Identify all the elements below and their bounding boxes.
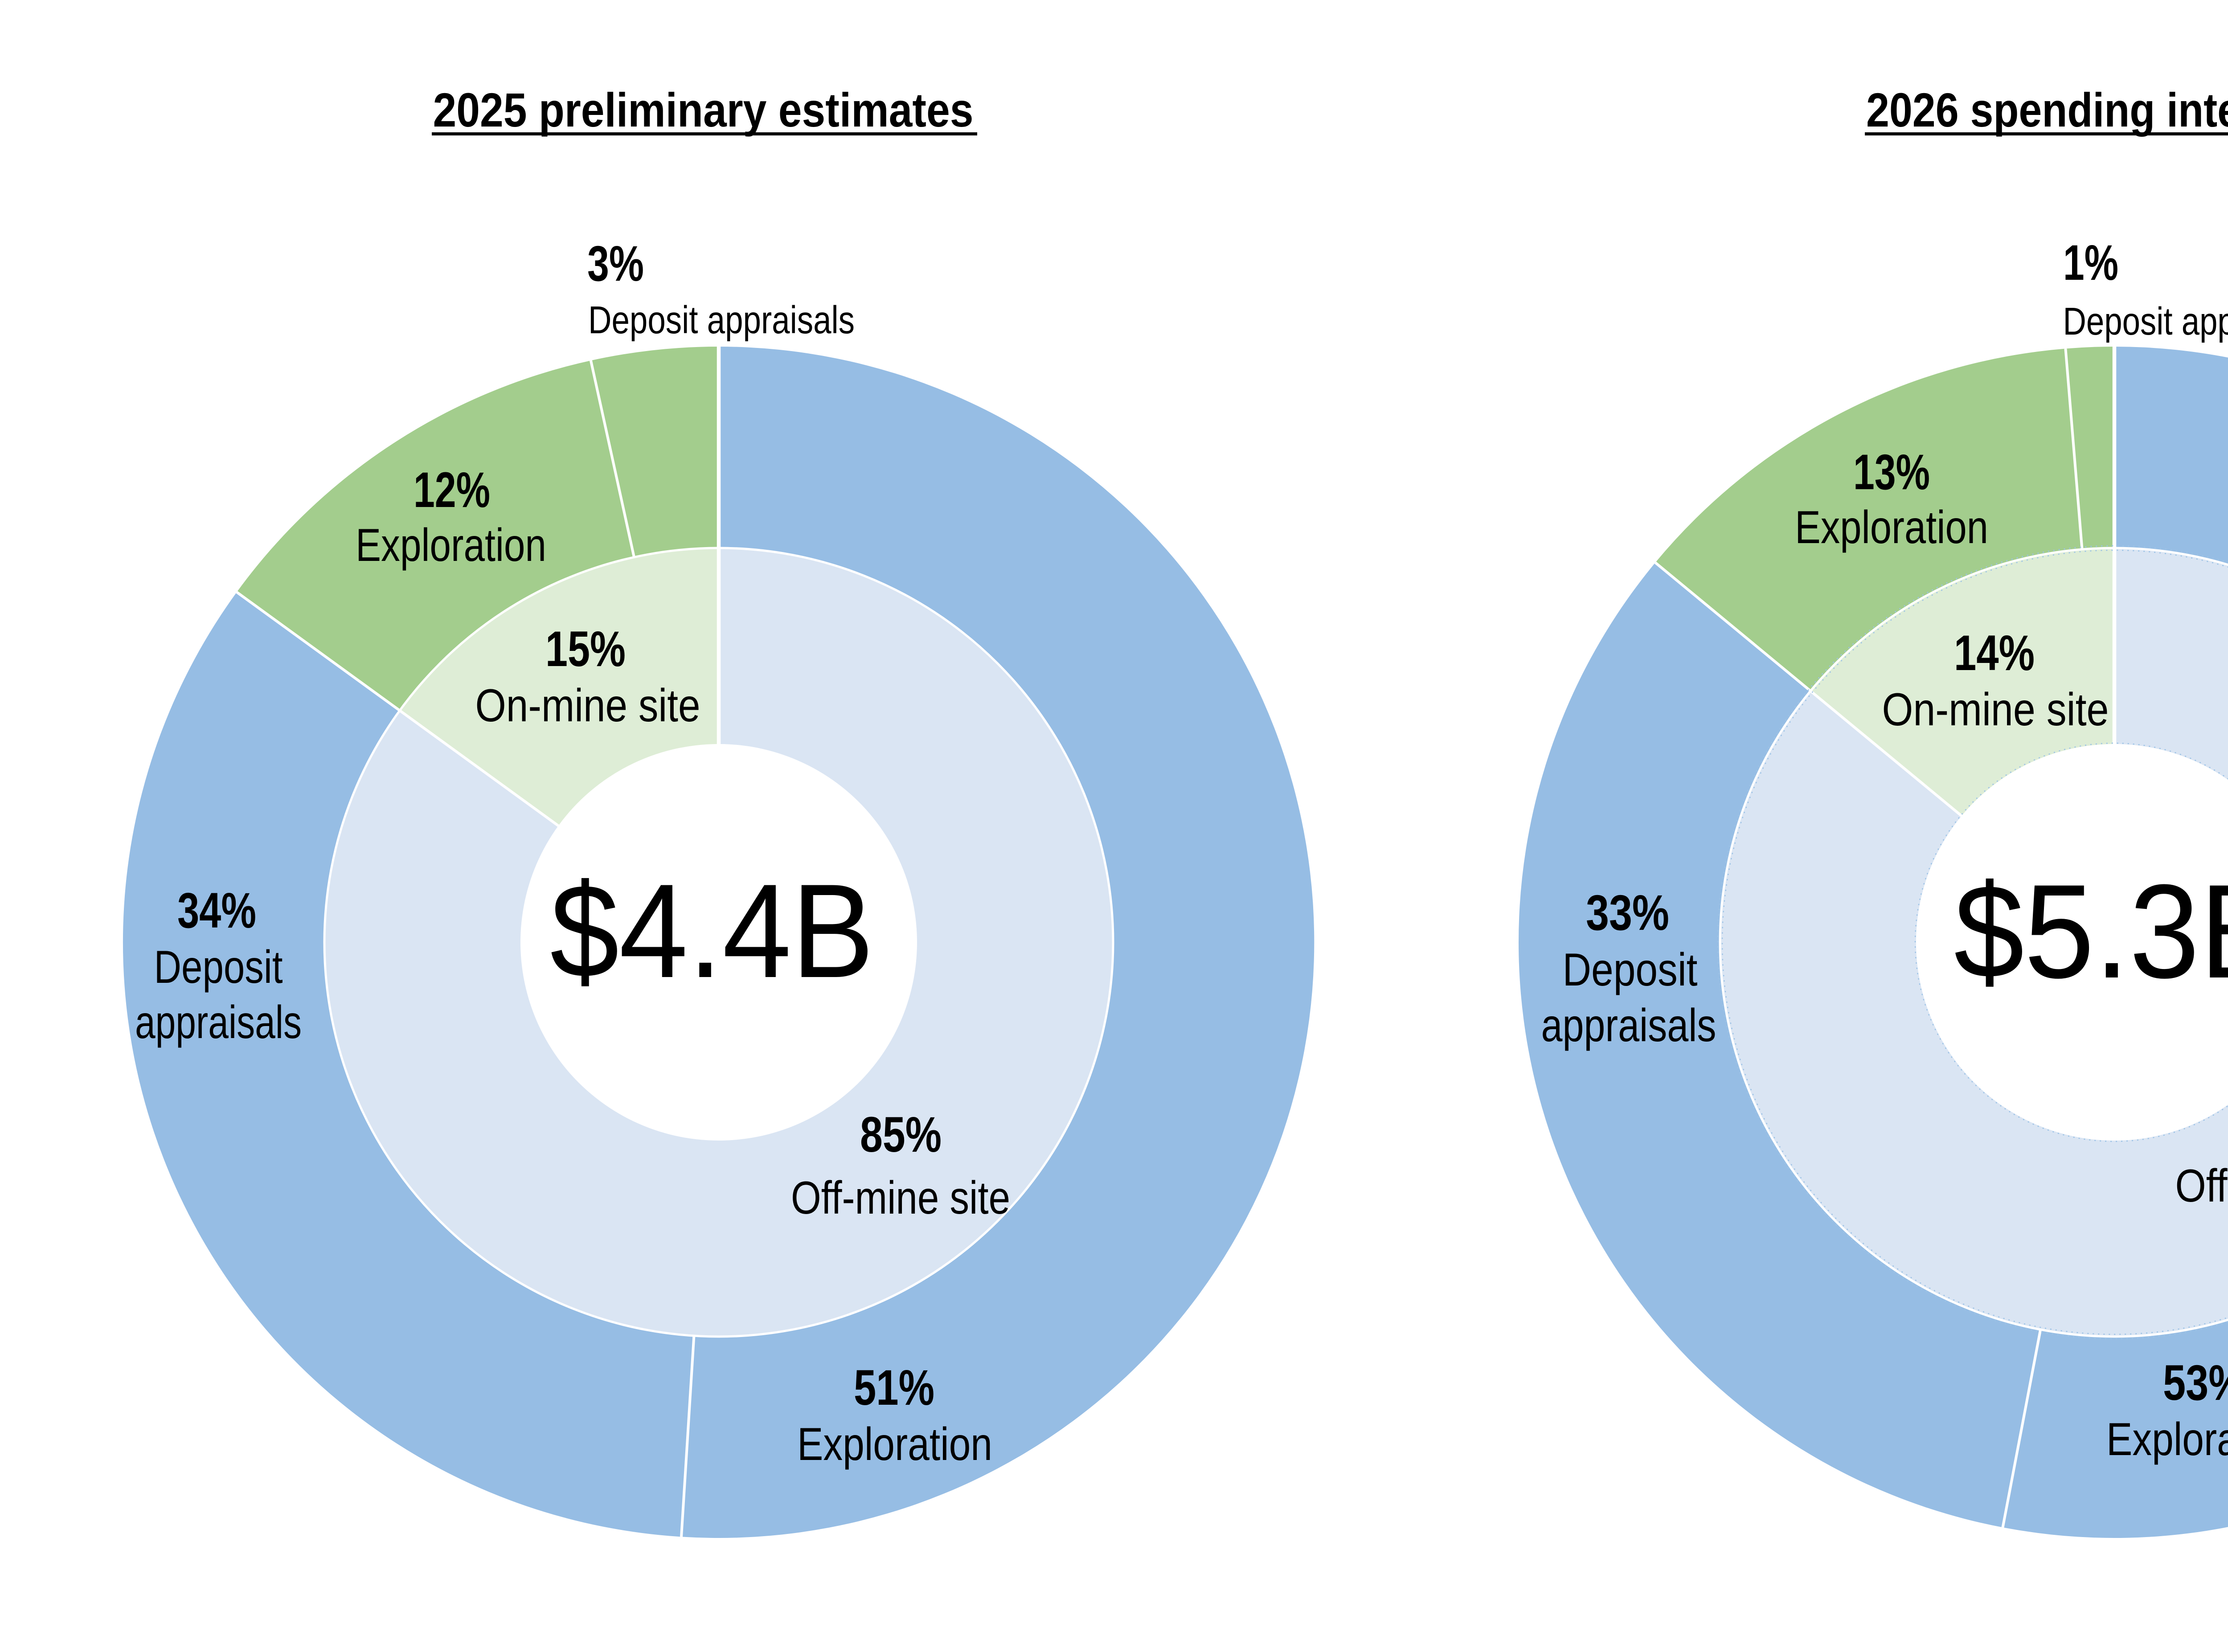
- svg-text:$4.4B: $4.4B: [550, 856, 874, 1006]
- svg-text:15%: 15%: [545, 621, 626, 677]
- svg-text:2025 preliminary estimates: 2025 preliminary estimates: [433, 83, 974, 137]
- svg-text:Deposit appraisals: Deposit appraisals: [588, 299, 855, 342]
- svg-text:12%: 12%: [414, 462, 490, 518]
- svg-text:Exploration: Exploration: [1795, 502, 1988, 553]
- svg-text:Deposit appraisals: Deposit appraisals: [2063, 300, 2228, 343]
- svg-text:51%: 51%: [854, 1360, 934, 1415]
- svg-text:On-mine site: On-mine site: [1882, 684, 2109, 736]
- svg-text:13%: 13%: [1853, 444, 1930, 500]
- svg-text:$5.3B: $5.3B: [1954, 856, 2228, 1006]
- svg-text:33%: 33%: [1586, 885, 1669, 940]
- svg-text:Exploration: Exploration: [797, 1419, 992, 1470]
- svg-text:34%: 34%: [177, 883, 256, 938]
- svg-text:3%: 3%: [587, 236, 644, 291]
- svg-text:2026 spending intentions: 2026 spending intentions: [1866, 83, 2228, 137]
- svg-text:appraisals: appraisals: [135, 997, 302, 1048]
- svg-text:Off-mine site: Off-mine site: [2175, 1160, 2228, 1212]
- svg-text:Exploration: Exploration: [356, 519, 546, 571]
- svg-text:Deposit: Deposit: [154, 941, 283, 993]
- svg-text:Deposit: Deposit: [1563, 944, 1698, 996]
- svg-text:53%: 53%: [2163, 1355, 2228, 1411]
- svg-text:Exploration: Exploration: [2106, 1414, 2228, 1465]
- svg-text:Off-mine site: Off-mine site: [791, 1172, 1010, 1224]
- svg-text:85%: 85%: [860, 1107, 942, 1162]
- svg-text:1%: 1%: [2063, 235, 2118, 290]
- svg-text:appraisals: appraisals: [1541, 1000, 1716, 1051]
- svg-text:On-mine site: On-mine site: [475, 680, 700, 732]
- svg-text:14%: 14%: [1954, 625, 2035, 681]
